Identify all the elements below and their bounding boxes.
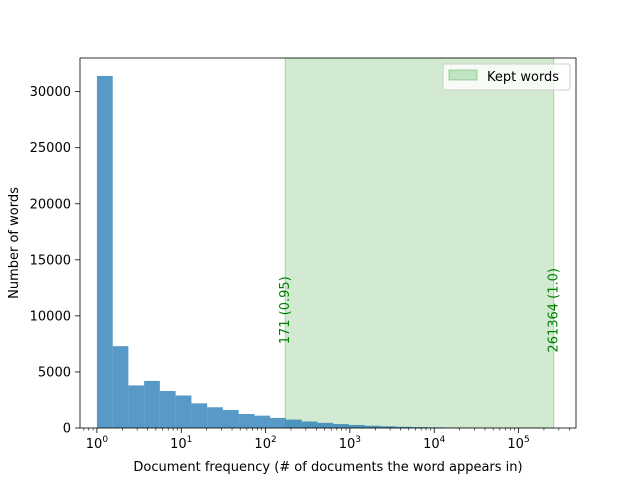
x-tick-label-2: 102 (254, 435, 276, 452)
annotations-layer: 171 (0.95) 261364 (1.0) (278, 268, 562, 353)
y-axis-ticks: 0 5000 10000 15000 20000 25000 30000 (30, 85, 80, 437)
x-axis-ticks: 100 101 102 103 104 105 (83, 428, 570, 452)
plot-frame (79, 57, 577, 429)
legend-swatch-kept-words (448, 69, 478, 81)
y-tick-label-4: 20000 (30, 197, 71, 212)
x-tick-label-3: 103 (339, 435, 361, 452)
histogram-bar-13 (301, 421, 318, 428)
histogram-bar-14 (317, 422, 334, 428)
y-tick-label-5: 25000 (30, 141, 71, 156)
histogram-bar-7 (207, 407, 223, 428)
kept-words-span (284, 57, 555, 429)
y-tick-label-1: 5000 (38, 365, 71, 380)
y-tick-label-0: 0 (63, 422, 71, 437)
y-axis-label: Number of words (7, 187, 22, 299)
histogram-bar-17 (364, 425, 381, 428)
kept-range-layer (284, 57, 555, 429)
histogram-bar-10 (254, 415, 271, 428)
x-axis-label: Document frequency (# of documents the w… (133, 460, 522, 475)
histogram-bar-19 (396, 426, 412, 428)
threshold-annotation-0: 171 (0.95) (278, 276, 293, 344)
x-tick-label-1: 101 (170, 435, 192, 452)
histogram-bar-20 (411, 427, 428, 428)
histogram-bar-4 (159, 391, 176, 428)
histogram-bar-0 (96, 75, 113, 428)
histogram-bar-5 (175, 395, 192, 428)
x-tick-label-0: 100 (86, 435, 109, 452)
histogram-bar-11 (270, 417, 286, 428)
y-tick-label-3: 15000 (30, 253, 71, 268)
x-tick-label-5: 105 (507, 435, 529, 452)
legend-box (442, 63, 571, 91)
histogram-bar-12 (285, 419, 302, 428)
y-tick-label-6: 30000 (30, 85, 71, 100)
histogram-bar-3 (144, 380, 160, 428)
threshold-annotation-1: 261364 (1.0) (547, 268, 562, 353)
histogram-bar-1 (112, 346, 129, 428)
legend-label-kept-words: Kept words (487, 70, 559, 85)
legend: Kept words (442, 63, 571, 91)
histogram-bar-8 (222, 410, 239, 428)
histogram-bar-16 (348, 424, 365, 428)
histogram-bar-9 (238, 413, 255, 428)
histogram-bar-6 (191, 403, 208, 428)
x-tick-label-4: 104 (423, 435, 446, 452)
histogram-bar-18 (380, 426, 397, 428)
y-tick-label-2: 10000 (30, 309, 71, 324)
histogram-bar-15 (333, 423, 349, 428)
histogram-bar-2 (128, 385, 145, 428)
